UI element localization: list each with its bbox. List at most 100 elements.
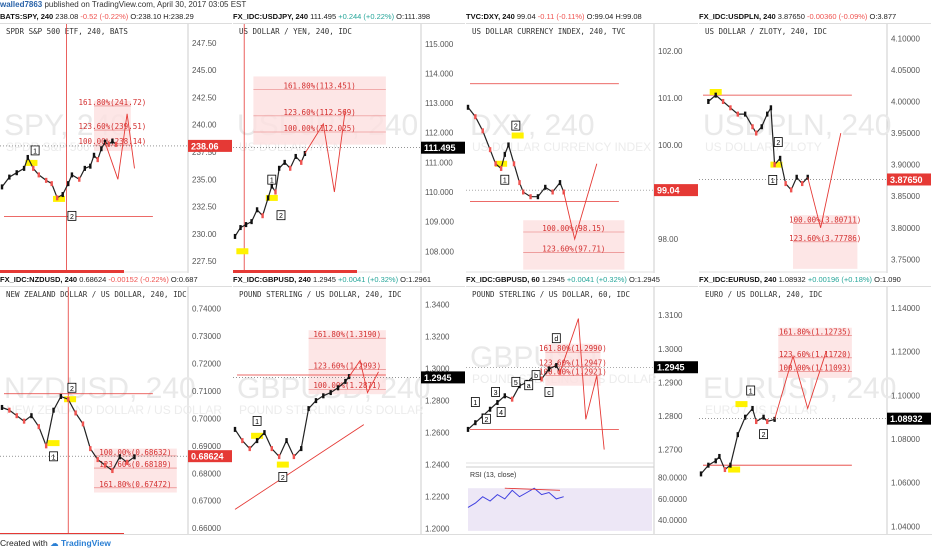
rsi-tick-label: 80.0000 xyxy=(658,474,687,483)
y-tick-label: 1.3400 xyxy=(425,301,450,310)
projection-path xyxy=(807,133,842,228)
y-tick-label: 1.3100 xyxy=(658,311,683,320)
ohlc-value: 0.68624 xyxy=(77,275,109,284)
chart-title: US DOLLAR CURRENCY INDEX, 240, TVC xyxy=(472,27,626,36)
projection-path xyxy=(348,359,379,394)
candle-mark xyxy=(250,219,253,225)
wave-label-box xyxy=(524,380,534,391)
candle-mark xyxy=(466,104,470,110)
y-tick-label: 0.73000 xyxy=(192,332,221,341)
wave-label: 1 xyxy=(267,174,277,185)
wave-label-text: 1 xyxy=(255,419,259,426)
candle-mark xyxy=(778,155,782,161)
wave-label-box xyxy=(759,429,768,440)
candle-mark xyxy=(300,446,303,452)
y-tick-label: 1.08000 xyxy=(891,435,920,444)
y-tick-label: 1.10000 xyxy=(891,391,920,400)
candle-mark xyxy=(512,161,516,167)
wave-label: a xyxy=(524,380,534,391)
candle-mark xyxy=(261,213,264,219)
candle-mark xyxy=(551,189,554,195)
highlight-marker xyxy=(251,432,264,439)
price-tag-bg xyxy=(421,141,465,154)
open-value: O:3.877 xyxy=(867,12,897,21)
candle-mark xyxy=(103,139,107,145)
y-tick-label: 1.06000 xyxy=(891,479,920,488)
chart-panel[interactable]: FX_IDC:GBPUSD, 60 1.2945 +0.0041 (+0.32%… xyxy=(466,273,698,546)
candle-mark xyxy=(762,414,765,420)
candle-mark xyxy=(37,172,40,178)
change-value: +0.0041 (+0.32%) xyxy=(338,275,399,284)
candle-mark xyxy=(760,124,763,130)
candle-mark xyxy=(547,366,551,372)
wave-label-box xyxy=(551,333,561,344)
candle-mark xyxy=(283,159,286,165)
candle-mark xyxy=(522,189,525,195)
candle-mark xyxy=(718,453,721,459)
change-value: +0.00196 (+0.18%) xyxy=(807,275,873,284)
candle-mark xyxy=(263,430,266,436)
wave-label: 5 xyxy=(511,376,521,387)
wave-label-text: c xyxy=(547,390,551,397)
candle-mark xyxy=(755,419,758,425)
wave-label: d xyxy=(551,333,561,344)
wave-label: 2 xyxy=(759,429,768,440)
chart-panel[interactable]: FX_IDC:USDPLN, 240 3.87650 -0.00360 (-0.… xyxy=(699,10,931,283)
candle-mark xyxy=(107,141,110,147)
wave-label: c xyxy=(544,387,554,397)
fib-level-label: 161.80%(1.12735) xyxy=(779,328,851,337)
fib-level-label: 161.80%(1.2990) xyxy=(539,344,607,353)
y-tick-label: 247.50 xyxy=(192,39,217,48)
candle-mark xyxy=(329,390,332,396)
fib-zone xyxy=(545,343,601,386)
candle-mark xyxy=(74,410,77,416)
y-tick-label: 115.000 xyxy=(425,40,454,49)
chart-panel[interactable]: FX_IDC:GBPUSD, 240 1.2945 +0.0041 (+0.32… xyxy=(233,273,465,546)
chart-panel[interactable]: FX_IDC:USDJPY, 240 111.495 +0.244 (+0.22… xyxy=(233,10,465,283)
y-tick-label: 108.000 xyxy=(425,247,454,256)
chart-panel[interactable]: FX_IDC:NZDUSD, 240 0.68624 -0.00152 (-0.… xyxy=(0,273,232,546)
symbol: FX_IDC:USDPLN, 240 xyxy=(699,12,776,21)
candle-mark xyxy=(518,180,521,186)
chart-title: US DOLLAR / YEN, 240, IDC xyxy=(239,27,352,36)
y-tick-label: 111.000 xyxy=(425,158,453,167)
candle-mark xyxy=(736,111,739,117)
y-tick-label: 0.68000 xyxy=(192,469,221,478)
highlight-marker xyxy=(276,461,289,468)
candle-mark xyxy=(755,130,758,136)
candle-mark xyxy=(52,407,55,413)
candle-mark xyxy=(555,363,558,369)
y-tick-label: 3.75000 xyxy=(891,255,920,264)
change-value: -0.52 (-0.22%) xyxy=(80,12,129,21)
fib-level-label: 100.00%(3.80711) xyxy=(789,215,861,224)
wave-label-text: 2 xyxy=(514,124,518,131)
tradingview-link[interactable]: TradingView xyxy=(60,538,111,548)
trend-line xyxy=(234,424,365,510)
y-tick-label: 112.000 xyxy=(425,129,454,138)
y-tick-label: 101.00 xyxy=(658,94,683,103)
candle-mark xyxy=(70,172,74,178)
wave-label-box xyxy=(481,413,491,424)
price-tag-bg xyxy=(421,371,465,384)
wave-label-text: 2 xyxy=(776,140,780,147)
candle-mark xyxy=(81,421,85,427)
highlight-marker xyxy=(47,440,60,447)
candle-mark xyxy=(50,181,53,187)
wave-label-box xyxy=(276,210,286,221)
chart-panel[interactable]: TVC:DXY, 240 99.04 -0.11 (-0.11%) O:99.0… xyxy=(466,10,698,283)
fib-level-label: 161.80%(113.451) xyxy=(284,82,356,91)
candle-mark xyxy=(44,177,48,183)
candle-mark xyxy=(8,407,11,413)
wave-label-text: 2 xyxy=(762,432,766,439)
candle-mark xyxy=(289,165,292,171)
wave-label-text: 2 xyxy=(70,386,74,393)
author-name[interactable]: walled7863 xyxy=(0,0,43,9)
chart-panel[interactable]: BATS:SPY, 240 238.08 -0.52 (-0.22%) O:23… xyxy=(0,10,232,283)
candle-mark xyxy=(766,419,769,425)
y-tick-label: 232.50 xyxy=(192,203,217,212)
change-value: -0.00152 (-0.22%) xyxy=(108,275,169,284)
candle-mark xyxy=(100,146,103,152)
y-tick-label: 0.69000 xyxy=(192,442,221,451)
chart-panel[interactable]: FX_IDC:EURUSD, 240 1.08932 +0.00196 (+0.… xyxy=(699,273,931,546)
